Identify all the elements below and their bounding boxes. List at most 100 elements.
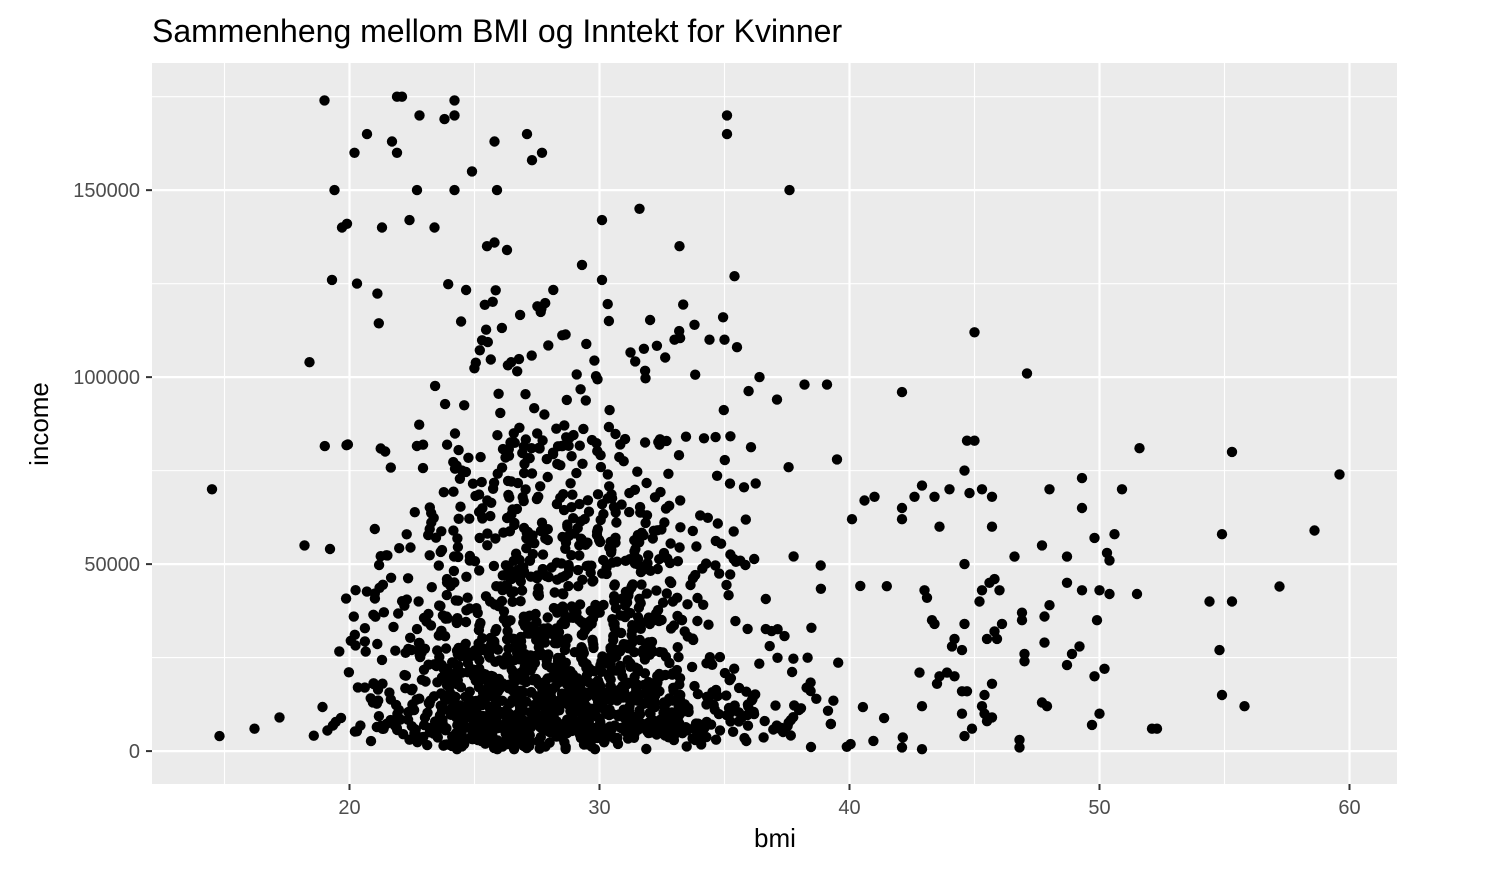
data-point [664,500,675,511]
data-point [524,628,536,639]
data-point [961,435,973,446]
data-point [605,644,616,655]
data-point [576,259,588,271]
data-point [304,357,315,368]
data-point [725,431,736,442]
data-point [441,739,453,750]
data-point [743,385,754,397]
data-point [319,95,330,106]
data-point [730,615,741,627]
data-point [349,629,360,640]
data-point [474,565,485,576]
data-point [455,732,466,743]
data-point [404,214,415,226]
data-point [632,612,644,623]
data-point [513,353,525,365]
data-point [760,593,771,605]
data-point [604,481,615,492]
data-point [686,661,698,673]
data-point [489,636,500,647]
data-point [299,540,310,551]
data-point [433,560,444,571]
data-point [518,522,530,534]
data-point [710,560,721,571]
data-point [738,482,750,493]
data-point [400,647,411,658]
data-point [758,732,769,743]
data-point [846,514,858,525]
data-point [498,659,510,670]
data-point [498,527,509,538]
data-point [558,504,570,516]
data-point [632,466,643,477]
data-point [658,707,669,719]
data-point [616,499,627,510]
data-point [779,630,790,642]
major-gridlines [152,63,1397,784]
data-point [503,566,514,577]
data-point [473,489,485,500]
data-point [603,728,614,739]
data-point [682,599,693,610]
data-point [525,665,536,676]
data-point [703,619,714,630]
data-point [546,710,557,722]
data-point [896,514,908,525]
data-point [742,623,753,635]
data-point [574,498,585,510]
data-point [878,712,890,724]
data-point [432,677,443,688]
data-point [552,458,563,470]
data-point [514,309,526,321]
data-point [537,549,549,560]
data-point [489,237,500,248]
data-point [721,579,732,591]
data-point [692,688,704,700]
data-point [535,306,546,318]
data-point [821,379,833,390]
data-point [573,614,584,625]
data-point [614,451,625,463]
data-point [571,369,582,380]
data-point [1044,600,1055,611]
data-point [589,355,600,366]
data-point [580,539,591,550]
data-point [646,636,658,648]
data-point [464,686,475,697]
data-point [488,560,500,572]
data-point [740,559,751,571]
data-point [929,618,940,630]
data-point [402,573,414,584]
data-point [825,718,837,730]
data-point [724,478,736,489]
data-point [663,468,674,479]
data-point [531,573,543,584]
data-point [441,439,453,450]
data-point [535,481,546,492]
data-point [552,574,563,585]
data-point [529,538,540,549]
data-point [563,686,574,697]
data-point [466,166,478,177]
data-point [543,649,554,660]
data-point [426,582,437,593]
data-point [548,602,560,614]
data-point [692,615,703,627]
data-point [556,558,567,569]
data-point [719,667,731,679]
data-point [929,491,940,502]
data-point [538,625,549,636]
data-point [503,643,514,654]
data-point [602,469,613,480]
data-point [592,374,603,385]
data-point [587,613,599,624]
data-point [976,585,988,596]
data-point [623,703,634,714]
data-point [815,560,826,571]
data-point [491,623,502,635]
data-point [964,487,975,499]
data-point [477,513,488,524]
data-point [687,633,698,644]
data-point [909,491,920,502]
data-point [657,597,669,608]
